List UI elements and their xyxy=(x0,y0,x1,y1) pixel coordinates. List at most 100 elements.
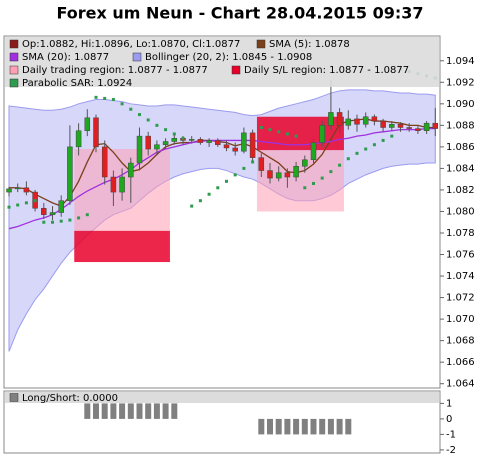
candle-body xyxy=(406,127,412,129)
candle-body xyxy=(302,159,308,167)
sar-dot xyxy=(338,163,342,167)
sar-dot xyxy=(16,203,20,207)
y-tick-label: 1.066 xyxy=(446,357,475,368)
bar xyxy=(171,403,178,419)
chart-title: Forex um Neun - Chart 28.04.2015 09:37 xyxy=(56,4,423,23)
sar-dot xyxy=(94,95,98,99)
candle-body xyxy=(23,187,30,193)
candle-body xyxy=(328,112,334,126)
candle-body xyxy=(241,132,247,152)
y-tick-label: 1.094 xyxy=(446,56,475,67)
sar-dot xyxy=(346,157,350,161)
bar xyxy=(310,418,317,435)
y-tick-label: -2 xyxy=(446,445,456,456)
candle-body xyxy=(423,122,430,131)
sar-dot xyxy=(225,179,228,183)
bar xyxy=(336,418,343,435)
bar xyxy=(127,403,134,419)
legend-label: Daily trading region: 1.0877 - 1.0877 xyxy=(22,65,208,76)
sar-dot xyxy=(268,128,272,132)
sar-dot xyxy=(85,213,89,217)
bar xyxy=(84,403,91,419)
sar-dot xyxy=(120,102,124,106)
legend-swatch xyxy=(9,393,19,402)
trading-region xyxy=(256,150,344,212)
sar-dot xyxy=(364,147,368,151)
candle-body xyxy=(154,144,160,150)
legend-swatch xyxy=(9,52,19,62)
candle-body xyxy=(197,139,204,143)
sar-dot xyxy=(207,192,211,196)
legend-band xyxy=(5,392,439,403)
candle-body xyxy=(84,117,91,131)
y-tick-label: 1.092 xyxy=(446,77,475,88)
sar-dot xyxy=(146,118,150,122)
y-tick-label: 1.084 xyxy=(446,163,475,174)
sar-dot xyxy=(111,98,115,102)
bar xyxy=(319,418,326,435)
sar-dot xyxy=(103,96,107,100)
sar-dot xyxy=(233,173,237,177)
sar-dot xyxy=(381,138,385,142)
sar-dot xyxy=(294,134,298,138)
sar-dot xyxy=(329,170,333,174)
y-tick-label: 1 xyxy=(446,398,452,409)
candle-body xyxy=(249,132,256,158)
candle-body xyxy=(275,172,282,179)
bar xyxy=(301,418,308,435)
candle-body xyxy=(67,146,73,201)
y-tick-label: -1 xyxy=(446,429,456,440)
candle-body xyxy=(49,212,56,215)
candle-body xyxy=(415,128,421,131)
legend: Op:1.0882, Hi:1.0896, Lo:1.0870, Cl:1.08… xyxy=(5,37,439,404)
bar xyxy=(293,418,300,435)
candle-body xyxy=(310,142,317,161)
candle-body xyxy=(206,140,212,143)
y-tick-label: 1.082 xyxy=(446,185,475,196)
bar xyxy=(136,403,143,419)
bar xyxy=(93,403,99,419)
sar-dot xyxy=(42,220,46,224)
legend-swatch xyxy=(9,65,19,75)
y-tick-label: 1.074 xyxy=(446,271,475,282)
candle-body xyxy=(171,138,178,142)
candle-body xyxy=(145,135,151,150)
candle-body xyxy=(14,187,21,190)
y-tick-label: 1.072 xyxy=(446,293,475,304)
legend-label: Bollinger (20, 2): 1.0845 - 1.0908 xyxy=(145,52,312,63)
sar-dot xyxy=(320,176,324,180)
candle-body xyxy=(119,176,125,193)
sl-region xyxy=(74,230,170,263)
sar-dot xyxy=(155,123,159,127)
candle-body xyxy=(215,140,221,145)
legend-label: Long/Short: 0.0000 xyxy=(22,393,118,404)
sar-dot xyxy=(285,132,289,136)
sar-dot xyxy=(129,107,133,111)
bar xyxy=(275,418,282,435)
sar-dot xyxy=(259,125,263,129)
sar-dot xyxy=(190,204,194,208)
candle-body xyxy=(345,118,352,126)
candle-body xyxy=(371,116,378,122)
candle-body xyxy=(128,162,134,178)
sar-dot xyxy=(164,128,168,132)
sar-dot xyxy=(68,218,72,222)
sar-dot xyxy=(216,186,220,190)
bar xyxy=(101,403,108,419)
sar-dot xyxy=(372,143,376,147)
legend-swatch xyxy=(9,78,19,88)
candle-body xyxy=(432,122,439,129)
candle-body xyxy=(336,112,343,126)
bar xyxy=(267,418,273,435)
legend-swatch xyxy=(9,39,19,49)
sar-dot xyxy=(24,201,28,205)
legend-label: SMA (20): 1.0877 xyxy=(22,52,109,63)
candle-body xyxy=(284,172,291,178)
y-tick-label: 1.064 xyxy=(446,379,475,390)
legend-label: Parabolic SAR: 1.0924 xyxy=(22,78,132,89)
candle-body xyxy=(293,166,299,178)
candle-body xyxy=(267,170,273,179)
bar xyxy=(110,403,117,419)
candle-body xyxy=(75,130,82,148)
